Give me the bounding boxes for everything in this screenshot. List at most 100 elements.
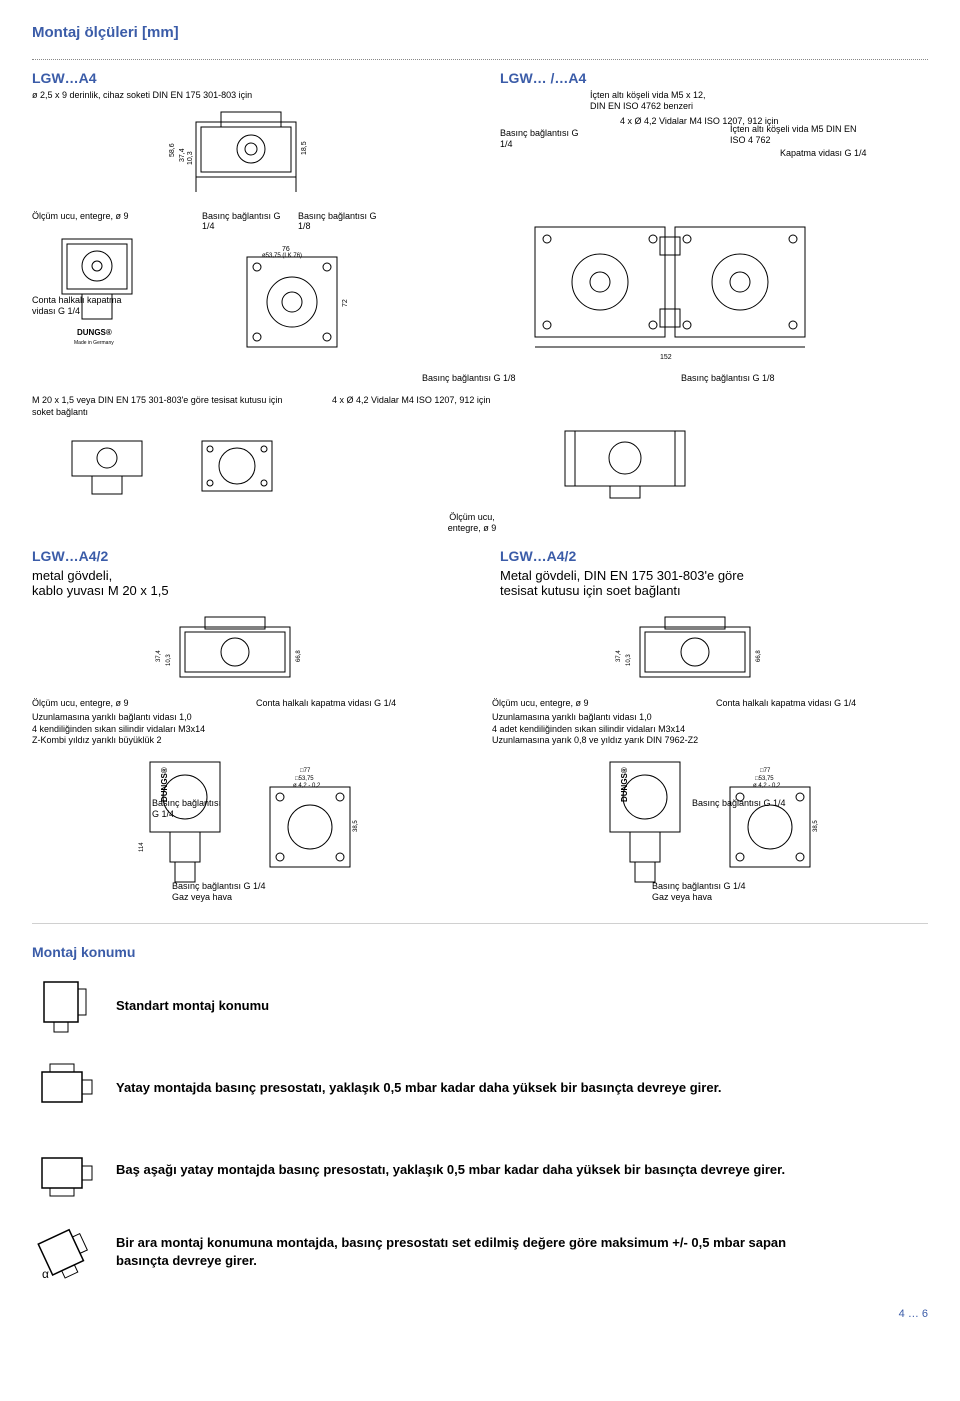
lr-a: Ölçüm ucu, entegre, ø 9 (492, 698, 704, 708)
ll-e: Z-Kombi yıldız yarıklı büyüklük 2 (32, 735, 468, 746)
top-row: LGW…A4 ø 2,5 x 9 derinlik, cihaz soketi … (32, 70, 928, 203)
gas-l: Basınç bağlantısı G 1/4 Gaz veya hava (172, 881, 448, 904)
diagram-top-left: 58,6 37,4 10,3 18,5 (32, 107, 460, 197)
dim-185: 18,5 (301, 142, 308, 156)
svg-text:ø 4,2 - 0,2: ø 4,2 - 0,2 (293, 783, 321, 789)
label-g18-b2: Basınç bağlantısı G 1/8 (681, 373, 928, 383)
svg-text:38,5: 38,5 (353, 820, 359, 832)
mount-icon-3 (32, 1138, 96, 1202)
heading-a42-l: LGW…A4/2 (32, 548, 460, 564)
diagram-mid-side: DUNGS® Made in Germany (32, 229, 162, 349)
label-l1: İçten altı köşeli vida M5 x 12, (590, 90, 706, 101)
label-l6: Kapatma vidası G 1/4 (780, 148, 867, 159)
gas-r: Basınç bağlantısı G 1/4 Gaz veya hava (652, 881, 928, 904)
a42-r-sub2: tesisat kutusu için soet bağlantı (500, 583, 928, 598)
ll-d: 4 kendiliğinden sıkan silindir vidaları … (32, 724, 468, 735)
dim-586: 58,6 (169, 144, 176, 158)
svg-text:66,8: 66,8 (296, 650, 302, 662)
mount-icon-2 (32, 1056, 96, 1120)
lr-b: Conta halkalı kapatma vidası G 1/4 (716, 698, 928, 708)
heading-lgw-a4: LGW…A4 (32, 70, 460, 86)
top-right: LGW… /…A4 İçten altı köşeli vida M5 x 12… (500, 70, 928, 203)
diagram-mid-top: 76 ø53,75 (LK 76) 72 (202, 237, 382, 367)
label-l4: Basınç bağlantısı G 1/4 (500, 128, 580, 151)
ll-c: Uzunlamasına yarıklı bağlantı vidası 1,0 (32, 712, 468, 723)
svg-text:DUNGS®: DUNGS® (160, 767, 169, 802)
a42-r-sub1: Metal gövdeli, DIN EN 175 301-803'e göre (500, 568, 928, 583)
label-ucu: Ölçüm ucu, entegre, ø 9 (412, 512, 532, 535)
svg-text:10,3: 10,3 (166, 654, 172, 666)
mount-text-3: Baş aşağı yatay montajda basınç presosta… (116, 1161, 785, 1179)
mount-3: Baş aşağı yatay montajda basınç presosta… (32, 1138, 928, 1202)
divider (32, 923, 928, 924)
lower-right-head: LGW…A4/2 Metal gövdeli, DIN EN 175 301-8… (500, 548, 928, 598)
lower-pair-1: 37,4 10,3 66,8 37,4 10,3 66,8 (32, 606, 928, 698)
svg-text:□77: □77 (760, 768, 771, 774)
svg-text:10,3: 10,3 (626, 654, 632, 666)
label-soket: M 20 x 1,5 veya DIN EN 175 301-803'e gör… (32, 395, 292, 418)
mid-center: Basınç bağlantısı G 1/4 Basınç bağlantıs… (202, 211, 382, 373)
dim-103: 10,3 (187, 152, 194, 166)
page-title: Montaj ölçüleri [mm] (32, 24, 928, 41)
dim-lk: ø53,75 (LK 76) (262, 253, 302, 259)
svg-text:□53,75: □53,75 (295, 776, 314, 782)
lr-e: Uzunlamasına yarık 0,8 ve yıldız yarık D… (492, 735, 928, 746)
heading-montaj: Montaj konumu (32, 944, 928, 960)
svg-text:37,4: 37,4 (616, 650, 622, 662)
lr-d: 4 adet kendiliğinden sıkan silindir vida… (492, 724, 928, 735)
dim-72: 72 (342, 299, 349, 307)
mid-row: Ölçüm ucu, entegre, ø 9 DUNGS® Made in G… (32, 211, 928, 387)
label-olcum: Ölçüm ucu, entegre, ø 9 (32, 211, 162, 222)
heading-lgw-a4-dbl: LGW… /…A4 (500, 70, 928, 86)
mount-4: α Bir ara montaj konumuna montajda, bası… (32, 1220, 928, 1284)
svg-text:□53,75: □53,75 (755, 776, 774, 782)
dim-152: 152 (660, 354, 672, 361)
ll-b: Conta halkalı kapatma vidası G 1/4 (256, 698, 468, 708)
mount-1: Standart montaj konumu (32, 974, 928, 1038)
top-right-labels: İçten altı köşeli vida M5 x 12, DIN EN I… (500, 90, 928, 160)
svg-text:114: 114 (139, 842, 145, 852)
mount-text-1: Standart montaj konumu (116, 997, 269, 1015)
mount-text-4: Bir ara montaj konumuna montajda, basınç… (116, 1234, 816, 1270)
lgw-a4-sub: ø 2,5 x 9 derinlik, cihaz soketi DIN EN … (32, 90, 460, 101)
lower-r1: 37,4 10,3 66,8 (492, 606, 928, 698)
dim-76: 76 (282, 246, 290, 253)
mid-below-labels: Basınç bağlantısı G 1/8 Basınç bağlantıs… (422, 373, 928, 383)
diagram-soket (62, 426, 928, 506)
a42-l-sub2: kablo yuvası M 20 x 1,5 (32, 583, 460, 598)
svg-text:DUNGS®: DUNGS® (77, 328, 112, 337)
svg-text:α: α (42, 1267, 49, 1281)
divider (32, 59, 928, 60)
dim-374: 37,4 (179, 149, 186, 163)
mid-center-labels: Basınç bağlantısı G 1/4 Basınç bağlantıs… (202, 211, 382, 231)
svg-text:ø 4,2 - 0,2: ø 4,2 - 0,2 (753, 783, 781, 789)
mount-icon-1 (32, 974, 96, 1038)
lower-head-row: LGW…A4/2 metal gövdeli, kablo yuvası M 2… (32, 548, 928, 598)
label-g14: Basınç bağlantısı G 1/4 (202, 211, 286, 231)
svg-text:37,4: 37,4 (156, 650, 162, 662)
lower-r2: Ölçüm ucu, entegre, ø 9 Conta halkalı kap… (492, 698, 928, 820)
label-l2: DIN EN ISO 4762 benzeri (590, 101, 693, 112)
heading-a42-r: LGW…A4/2 (500, 548, 928, 564)
mid-right: 152 Basınç bağlantısı G 1/8 Basınç bağla… (422, 211, 928, 387)
lower-l1: 37,4 10,3 66,8 (32, 606, 468, 698)
svg-text:38,5: 38,5 (813, 820, 819, 832)
page-footer: 4 … 6 (32, 1308, 928, 1320)
lower-pair-2: Ölçüm ucu, entegre, ø 9 Conta halkalı kap… (32, 698, 928, 820)
mount-2: Yatay montajda basınç presostatı, yaklaş… (32, 1056, 928, 1120)
lower-l2: Ölçüm ucu, entegre, ø 9Conta halkalı kap… (32, 698, 468, 820)
soket-row: M 20 x 1,5 veya DIN EN 175 301-803'e gör… (32, 395, 928, 418)
label-g18: Basınç bağlantısı G 1/8 (298, 211, 382, 231)
a42-l-sub1: metal gövdeli, (32, 568, 460, 583)
diagram-mid-double: 152 (422, 217, 928, 367)
svg-text:DUNGS®: DUNGS® (620, 767, 629, 802)
mount-text-2: Yatay montajda basınç presostatı, yaklaş… (116, 1079, 722, 1097)
svg-text:Made in Germany: Made in Germany (74, 340, 114, 346)
mid-left-labels: Ölçüm ucu, entegre, ø 9 DUNGS® Made in G… (32, 211, 162, 317)
lower-left-head: LGW…A4/2 metal gövdeli, kablo yuvası M 2… (32, 548, 460, 598)
svg-text:66,8: 66,8 (756, 650, 762, 662)
label-l5: İçten altı köşeli vida M5 DIN EN ISO 4 7… (730, 124, 870, 147)
mount-icon-4: α (32, 1220, 96, 1284)
svg-text:□77: □77 (300, 768, 311, 774)
top-left: LGW…A4 ø 2,5 x 9 derinlik, cihaz soketi … (32, 70, 460, 203)
